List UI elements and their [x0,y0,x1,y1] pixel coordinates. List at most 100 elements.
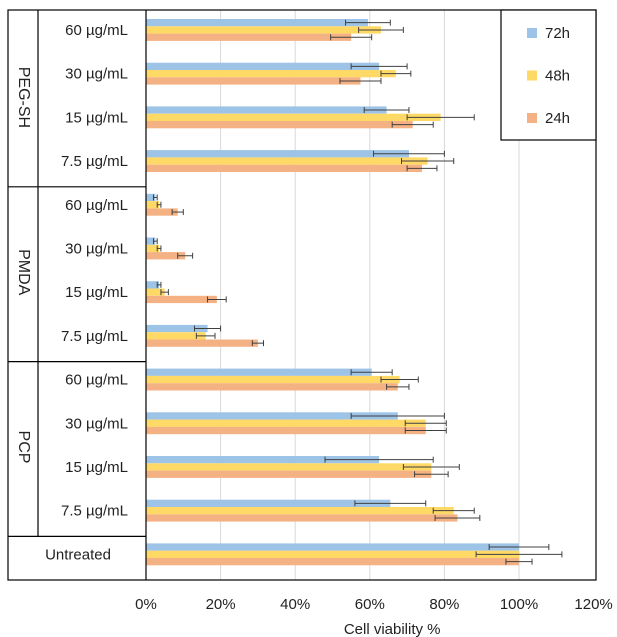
error-bar-48h-5 [156,245,162,252]
x-tick-label: 20% [206,596,236,613]
bar-72h-8 [146,368,372,376]
error-bar-72h-12 [488,544,550,551]
category-label: 30 µg/mL [65,240,128,257]
bars [146,19,519,566]
x-tick-label: 100% [500,596,538,613]
category-label: 15 µg/mL [65,284,128,301]
x-axis-ticks: 0% 20% 40% 60% 80% 100% 120% [135,596,613,613]
x-tick-label: 120% [574,596,612,613]
bar-24h-7 [146,339,258,347]
bar-24h-1 [146,77,361,85]
legend-item-72h: 72h [527,25,570,42]
bar-24h-11 [146,514,458,522]
error-bar-24h-1 [339,77,382,84]
error-bars [152,19,563,565]
bar-24h-3 [146,164,423,172]
error-bar-24h-7 [251,340,264,347]
error-bar-24h-2 [391,121,434,128]
error-bar-48h-2 [406,114,475,121]
legend-label: 24h [545,110,570,127]
category-label: 30 µg/mL [65,415,128,432]
error-bar-72h-10 [324,456,434,463]
bar-72h-9 [146,412,398,420]
bar-48h-6 [146,288,165,296]
bar-72h-2 [146,106,387,114]
bar-48h-4 [146,201,160,209]
error-bar-72h-4 [152,194,158,201]
bar-24h-0 [146,33,352,41]
legend-item-48h: 48h [527,68,570,85]
bar-72h-1 [146,62,380,70]
error-bar-24h-10 [414,471,449,478]
group-label-pmda: PMDA [15,249,32,296]
x-axis-title: Cell viability % [344,621,441,637]
category-label: 30 µg/mL [65,66,128,83]
error-bar-24h-4 [171,209,184,216]
grid-lines [220,10,520,580]
category-label: 60 µg/mL [65,197,128,214]
legend: 72h 48h 24h [500,9,597,141]
error-bar-24h-6 [207,296,227,303]
bar-72h-11 [146,499,391,507]
error-bar-48h-7 [195,332,216,339]
bar-24h-8 [146,383,398,391]
error-bar-72h-7 [193,325,222,332]
x-tick-label: 60% [355,596,385,613]
error-bar-48h-3 [401,158,455,165]
error-bar-24h-0 [330,34,373,41]
x-tick-label: 80% [429,596,459,613]
bar-24h-10 [146,470,432,478]
error-bar-24h-12 [505,558,533,565]
error-bar-72h-1 [350,63,408,70]
error-bar-24h-5 [177,252,194,259]
bar-48h-12 [146,550,519,558]
error-bar-24h-8 [386,383,410,390]
outer-frame [7,9,597,581]
bar-48h-0 [146,26,381,34]
error-bar-72h-11 [354,500,427,507]
bar-24h-2 [146,121,413,129]
bar-48h-8 [146,375,400,384]
bar-48h-2 [146,113,441,121]
error-bar-72h-6 [156,281,162,288]
error-bar-72h-0 [345,19,391,26]
legend-label: 48h [545,68,570,85]
error-bar-48h-12 [475,551,563,558]
group-label-pcp: PCP [15,431,32,464]
bar-72h-0 [146,19,368,27]
category-label: Untreated [45,546,111,563]
category-label: 7.5 µg/mL [61,328,128,345]
error-bar-24h-11 [434,514,481,521]
error-bar-48h-8 [380,376,419,383]
error-bar-24h-3 [406,165,438,172]
error-bar-72h-8 [350,369,393,376]
category-label: 60 µg/mL [65,22,128,39]
chart-frame [7,9,597,581]
bar-72h-3 [146,150,409,158]
bar-48h-10 [146,463,432,471]
error-bar-48h-10 [402,463,460,470]
category-label: 7.5 µg/mL [61,503,128,520]
group-label-peg-sh: PEG-SH [15,67,32,128]
legend-label: 72h [545,25,570,42]
bar-24h-4 [146,208,178,216]
bar-48h-11 [146,507,454,515]
bar-72h-5 [146,237,156,245]
bar-48h-9 [146,419,426,427]
bar-48h-3 [146,157,428,165]
legend-swatch [527,70,537,81]
bar-48h-1 [146,70,396,78]
legend-swatch [527,113,537,123]
error-bar-72h-2 [363,107,410,114]
legend-box [500,9,597,141]
error-bar-72h-9 [350,412,445,419]
error-bar-72h-5 [152,238,158,245]
category-label: 60 µg/mL [65,372,128,389]
bar-24h-5 [146,252,186,260]
bar-72h-4 [146,193,156,202]
bar-48h-7 [146,332,206,340]
error-bar-48h-4 [156,201,162,208]
bar-72h-12 [146,543,519,551]
bar-72h-6 [146,281,160,289]
